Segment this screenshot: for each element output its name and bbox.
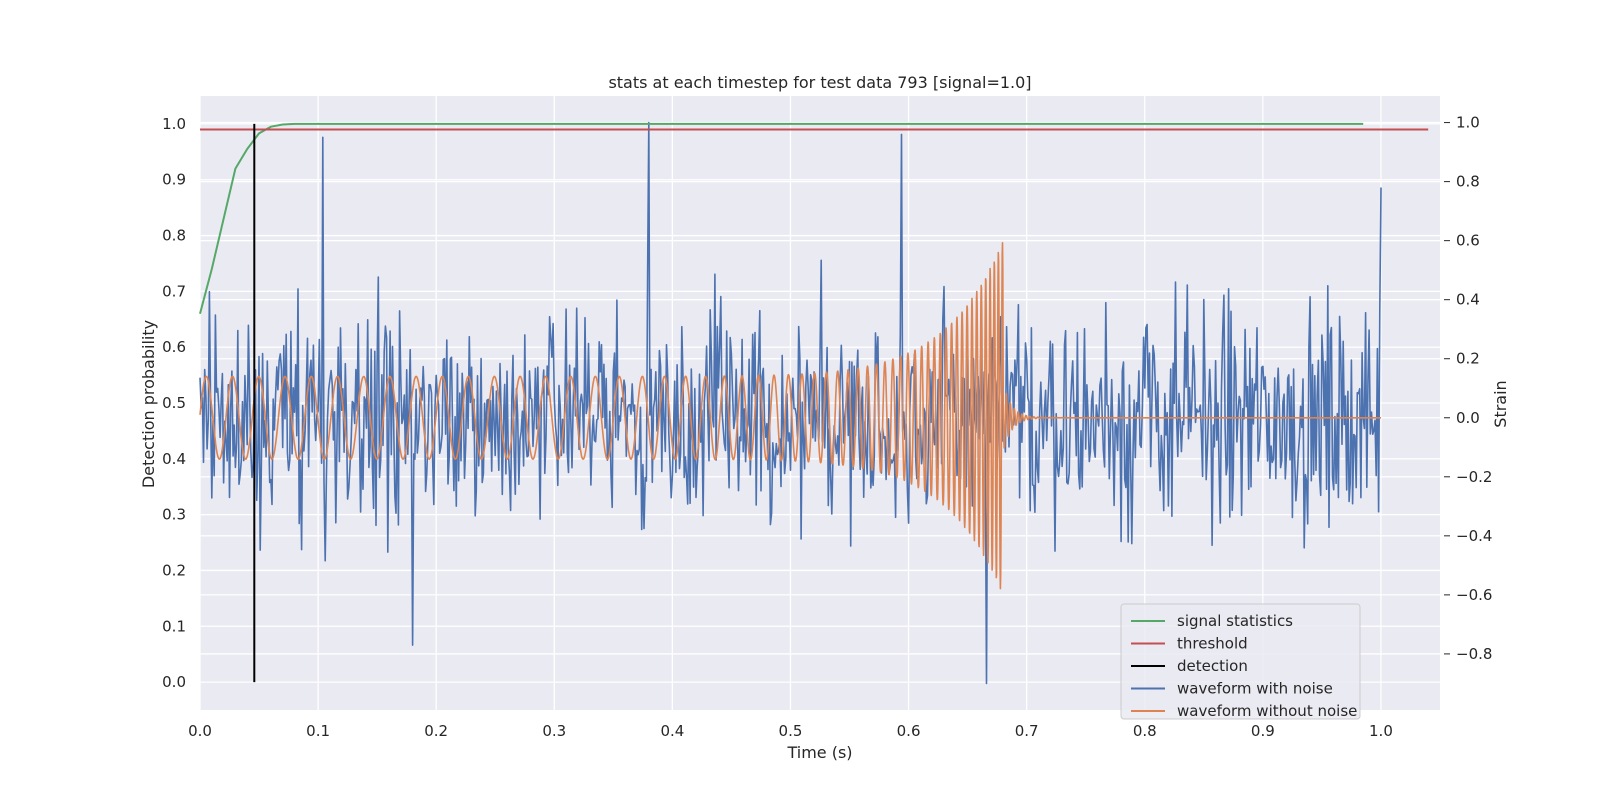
y-tick-label: 1.0: [162, 115, 186, 133]
legend: signal statistics threshold detection wavef…: [1120, 603, 1361, 720]
series-waveform-without-noise: [199, 242, 1382, 590]
y2-tick-label: −0.6: [1456, 586, 1492, 604]
legend-label: waveform with noise: [1177, 680, 1333, 698]
x-tick-label: 1.0: [1369, 722, 1393, 740]
y-axis-label: Detection probability: [139, 320, 158, 488]
x-tick-label: 0.2: [424, 722, 448, 740]
x-tick-label: 0.3: [542, 722, 566, 740]
legend-label: threshold: [1177, 635, 1248, 653]
y2-tick-label: −0.2: [1456, 468, 1492, 486]
y-tick-label: 0.1: [162, 617, 186, 635]
series-waveform-with-noise: [199, 121, 1382, 685]
y2-tick-label: −0.4: [1456, 527, 1492, 545]
x-tick-label: 0.4: [660, 722, 684, 740]
y2-axis-label: Strain: [1491, 380, 1510, 427]
y2-tick-label: 0.0: [1456, 409, 1480, 427]
x-tick-label: 0.9: [1251, 722, 1275, 740]
legend-box: [1120, 603, 1361, 720]
series-signal-statistics: [199, 122, 1364, 314]
x-tick-label: 0.5: [779, 722, 803, 740]
y-tick-label: 0.7: [162, 282, 186, 300]
x-tick-label: 0.6: [897, 722, 921, 740]
y2-tick-label: 1.0: [1456, 114, 1480, 132]
legend-label: waveform without noise: [1177, 702, 1357, 720]
y-tick-label: 0.2: [162, 561, 186, 579]
y-tick-label: 0.4: [162, 450, 186, 468]
y2-tick-label: 0.6: [1456, 232, 1480, 250]
x-axis-label: Time (s): [786, 743, 852, 762]
left-axis-ticks: 0.0 0.1 0.2 0.3 0.4 0.5 0.6 0.7 0.8 0.9 1.0: [162, 115, 186, 691]
y-tick-label: 0.5: [162, 394, 186, 412]
x-tick-label: 0.0: [188, 722, 212, 740]
y-tick-label: 0.9: [162, 171, 186, 189]
series-layer: [199, 121, 1429, 685]
y2-tick-label: 0.8: [1456, 173, 1480, 191]
chart-title: stats at each timestep for test data 793…: [608, 73, 1031, 92]
y2-tick-label: 0.4: [1456, 291, 1480, 309]
y-tick-label: 0.6: [162, 338, 186, 356]
y-tick-label: 0.8: [162, 227, 186, 245]
right-axis-ticks: −0.8 −0.6 −0.4 −0.2 0.0 0.2 0.4 0.6 0.8 1.0: [1444, 114, 1492, 663]
x-tick-label: 0.8: [1133, 722, 1157, 740]
y2-tick-label: 0.2: [1456, 350, 1480, 368]
x-tick-label: 0.1: [306, 722, 330, 740]
y2-tick-label: −0.8: [1456, 645, 1492, 663]
x-tick-label: 0.7: [1015, 722, 1039, 740]
legend-label: detection: [1177, 657, 1248, 675]
bottom-axis-ticks: 0.0 0.1 0.2 0.3 0.4 0.5 0.6 0.7 0.8 0.9 1.0: [188, 722, 1393, 740]
y-tick-label: 0.3: [162, 506, 186, 524]
y-tick-label: 0.0: [162, 673, 186, 691]
legend-label: signal statistics: [1177, 612, 1293, 630]
